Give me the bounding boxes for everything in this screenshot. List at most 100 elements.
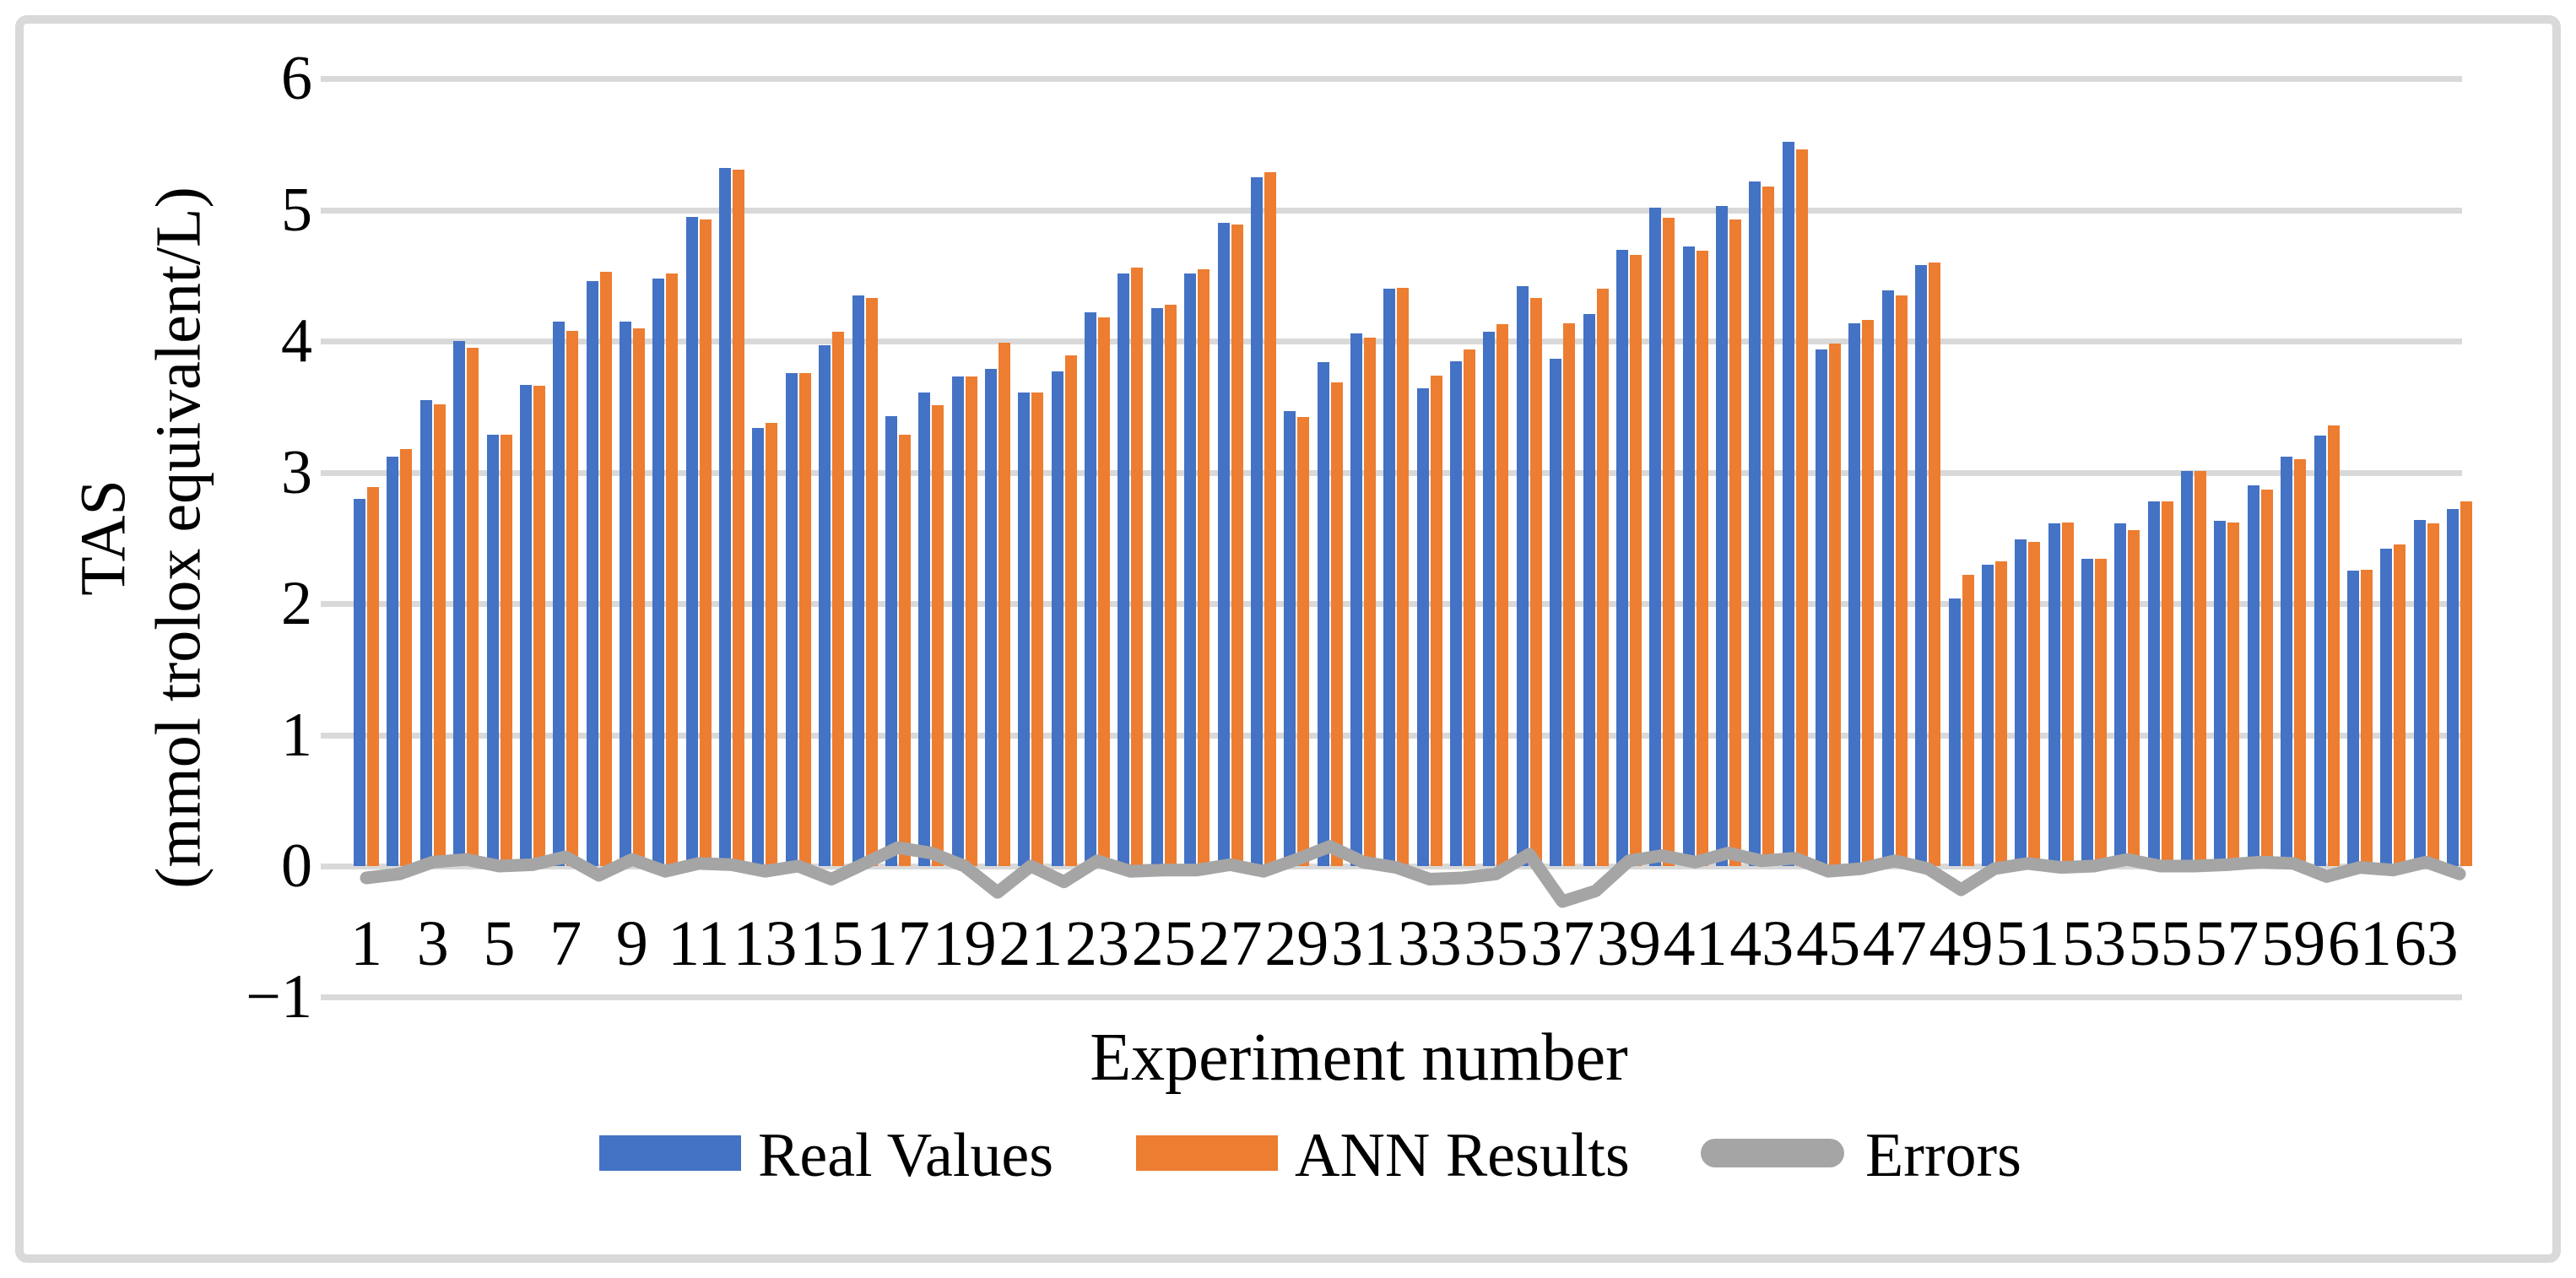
bar-ann-4: [467, 348, 479, 866]
bar-ann-55: [2161, 501, 2173, 866]
x-tick-label-47: 47: [1862, 908, 1927, 979]
bar-ann-48: [1929, 263, 1941, 866]
bar-ann-45: [1829, 344, 1842, 866]
bar-ann-30: [1330, 382, 1343, 866]
y-tick-label: 1: [281, 701, 312, 770]
bar-ann-37: [1563, 322, 1576, 866]
legend-ann-results-label: ANN Results: [1295, 1121, 1630, 1190]
x-tick-label-19: 19: [932, 908, 997, 979]
bar-ann-9: [632, 328, 645, 866]
bar-real-60: [2314, 436, 2326, 866]
bar-ann-31: [1364, 337, 1376, 866]
bar-ann-33: [1430, 375, 1442, 866]
bar-ann-43: [1762, 186, 1775, 866]
x-tick-label-37: 37: [1530, 908, 1595, 979]
bar-ann-35: [1496, 324, 1509, 866]
x-tick-label-63: 63: [2394, 908, 2459, 979]
x-tick-label-9: 9: [615, 908, 648, 979]
bar-real-63: [2413, 519, 2426, 866]
bar-real-47: [1881, 290, 1894, 866]
x-tick-label-55: 55: [2128, 908, 2193, 979]
y-tick-label: 5: [281, 176, 312, 245]
gridline-y-6: [321, 76, 2462, 82]
x-tick-label-49: 49: [1929, 908, 1994, 979]
bar-real-45: [1816, 349, 1828, 866]
bar-ann-19: [965, 376, 977, 866]
bar-real-20: [984, 368, 997, 866]
bar-real-3: [419, 400, 432, 866]
bar-real-64: [2447, 509, 2459, 866]
bar-ann-63: [2427, 523, 2439, 866]
bar-real-27: [1217, 223, 1230, 866]
bar-real-8: [586, 280, 598, 866]
gridline-y--1: [321, 994, 2462, 1000]
bar-real-17: [885, 415, 897, 866]
bar-ann-13: [766, 422, 778, 866]
bar-real-40: [1649, 207, 1662, 866]
x-tick-label-61: 61: [2327, 908, 2392, 979]
x-tick-label-41: 41: [1663, 908, 1728, 979]
bar-ann-51: [2028, 542, 2041, 866]
bar-real-28: [1250, 177, 1263, 866]
bar-ann-56: [2194, 471, 2207, 866]
y-tick-label: 2: [281, 569, 312, 638]
x-tick-label-53: 53: [2062, 908, 2126, 979]
x-tick-label-59: 59: [2261, 908, 2326, 979]
bar-real-34: [1450, 360, 1462, 866]
bar-ann-14: [798, 372, 811, 866]
bar-ann-27: [1231, 224, 1243, 866]
bar-real-49: [1948, 598, 1961, 866]
bar-ann-24: [1131, 268, 1144, 866]
bar-ann-44: [1795, 149, 1808, 866]
bar-ann-2: [400, 448, 413, 866]
bar-real-25: [1150, 308, 1163, 866]
x-tick-label-23: 23: [1065, 908, 1129, 979]
x-tick-label-3: 3: [416, 908, 449, 979]
bar-ann-64: [2460, 501, 2472, 866]
x-tick-label-21: 21: [998, 908, 1063, 979]
bar-ann-61: [2360, 569, 2373, 866]
x-tick-label-35: 35: [1464, 908, 1529, 979]
x-tick-label-27: 27: [1198, 908, 1263, 979]
bar-real-1: [354, 498, 365, 866]
bar-ann-42: [1729, 219, 1741, 866]
legend-real-values-label: Real Values: [758, 1121, 1054, 1190]
bar-ann-59: [2294, 459, 2307, 866]
bar-real-14: [785, 372, 798, 866]
x-axis-title: Experiment number: [1090, 1021, 1628, 1095]
x-tick-label-25: 25: [1131, 908, 1196, 979]
bar-ann-21: [1031, 392, 1044, 866]
x-tick-label-1: 1: [350, 908, 382, 979]
bar-ann-3: [433, 403, 446, 866]
x-tick-label-13: 13: [733, 908, 798, 979]
bar-ann-41: [1696, 251, 1708, 866]
bar-ann-18: [932, 405, 944, 866]
bar-real-7: [553, 322, 566, 866]
bar-ann-47: [1895, 295, 1908, 866]
bar-ann-1: [367, 486, 379, 866]
bar-ann-28: [1264, 171, 1276, 866]
y-tick-label: 4: [281, 306, 312, 376]
bar-real-44: [1782, 142, 1794, 866]
x-tick-label-11: 11: [668, 908, 730, 979]
bar-real-58: [2247, 485, 2259, 866]
bar-ann-36: [1529, 298, 1542, 866]
bar-ann-34: [1464, 349, 1475, 866]
bar-real-38: [1583, 313, 1595, 866]
bar-ann-50: [1994, 561, 2007, 866]
bar-real-24: [1118, 273, 1130, 866]
bar-real-37: [1550, 358, 1562, 866]
y-tick-label: −1: [246, 962, 312, 1032]
x-tick-label-7: 7: [549, 908, 582, 979]
bar-real-29: [1284, 410, 1296, 866]
bar-real-55: [2147, 501, 2160, 866]
bar-ann-26: [1198, 268, 1210, 866]
bar-real-62: [2380, 548, 2393, 866]
bar-ann-7: [566, 330, 579, 866]
bar-real-53: [2081, 559, 2093, 866]
x-tick-label-43: 43: [1729, 908, 1794, 979]
bar-real-13: [752, 427, 765, 866]
bar-real-41: [1682, 246, 1695, 866]
legend-errors-line-swatch: [1701, 1139, 1844, 1167]
bar-real-32: [1383, 289, 1396, 866]
